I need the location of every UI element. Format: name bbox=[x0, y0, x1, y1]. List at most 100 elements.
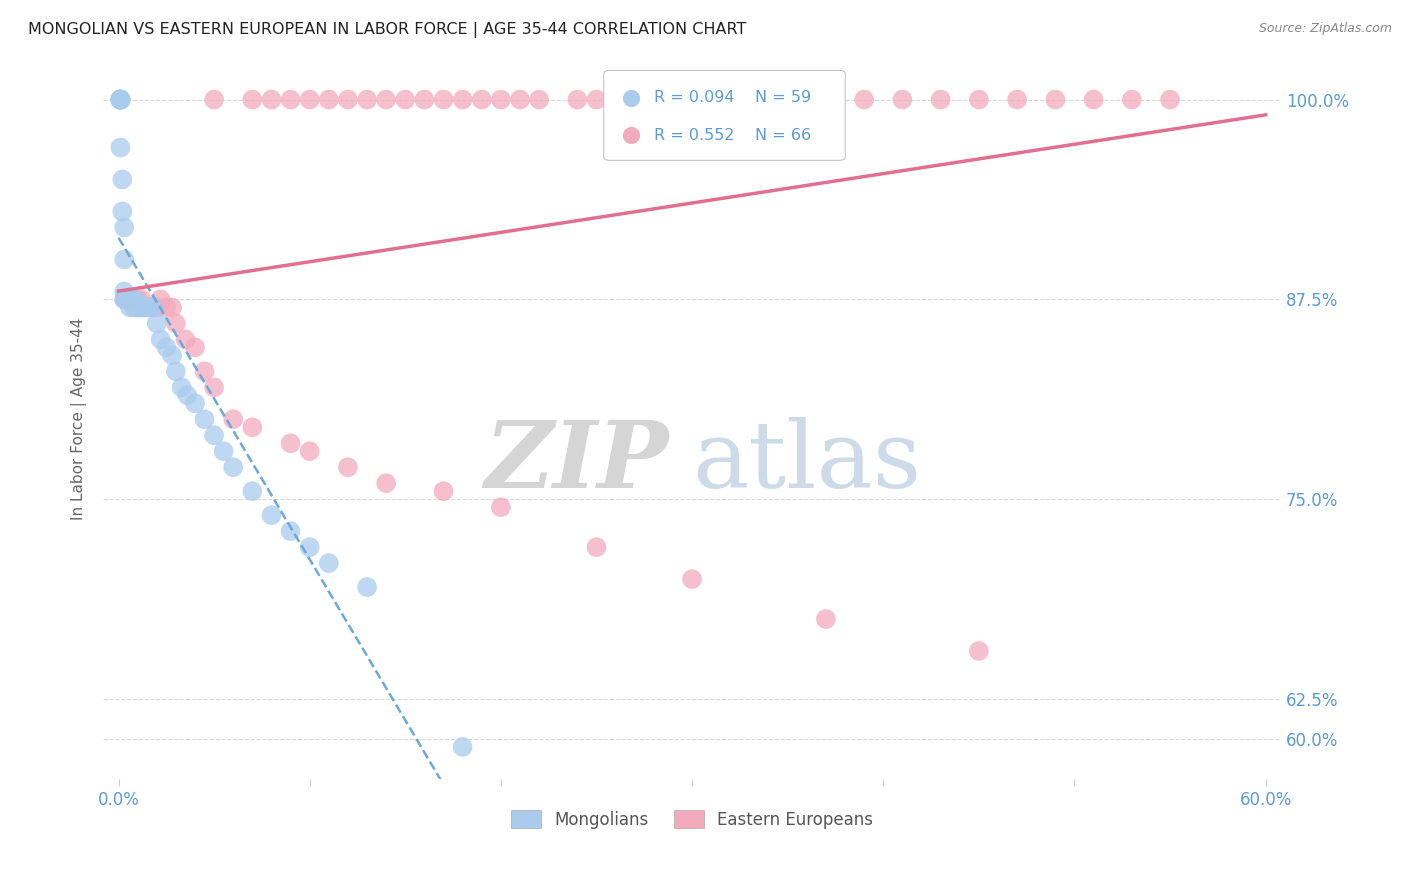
Point bbox=[110, 93, 132, 107]
Point bbox=[112, 220, 135, 235]
Point bbox=[489, 500, 512, 515]
Point bbox=[136, 301, 159, 315]
Point bbox=[112, 293, 135, 307]
Point bbox=[298, 540, 321, 554]
Point bbox=[121, 293, 143, 307]
Point bbox=[125, 301, 148, 315]
Text: atlas: atlas bbox=[692, 417, 921, 508]
Point bbox=[451, 739, 474, 754]
Point bbox=[260, 508, 283, 523]
Point bbox=[336, 93, 359, 107]
Text: R = 0.552    N = 66: R = 0.552 N = 66 bbox=[654, 128, 811, 143]
Text: R = 0.094    N = 59: R = 0.094 N = 59 bbox=[654, 90, 811, 105]
Point bbox=[260, 93, 283, 107]
Point bbox=[280, 436, 302, 450]
Point bbox=[160, 301, 183, 315]
Point bbox=[222, 460, 245, 475]
Point bbox=[155, 301, 177, 315]
Point bbox=[929, 93, 952, 107]
Point bbox=[814, 612, 837, 626]
Point bbox=[112, 293, 135, 307]
Text: ZIP: ZIP bbox=[484, 417, 668, 508]
Point bbox=[1083, 93, 1105, 107]
Point bbox=[1005, 93, 1028, 107]
FancyBboxPatch shape bbox=[603, 70, 845, 161]
Point bbox=[134, 301, 156, 315]
Point bbox=[738, 93, 761, 107]
Point bbox=[432, 484, 454, 499]
Point bbox=[165, 364, 187, 378]
Point bbox=[700, 93, 723, 107]
Point bbox=[115, 293, 138, 307]
Point bbox=[112, 285, 135, 299]
Point bbox=[1121, 93, 1143, 107]
Point bbox=[111, 172, 134, 186]
Point bbox=[509, 93, 531, 107]
Point bbox=[110, 93, 132, 107]
Point bbox=[193, 412, 215, 426]
Point bbox=[127, 301, 149, 315]
Point bbox=[527, 93, 550, 107]
Point bbox=[298, 444, 321, 458]
Point bbox=[375, 93, 398, 107]
Point bbox=[432, 93, 454, 107]
Point bbox=[967, 644, 990, 658]
Point bbox=[681, 572, 703, 586]
Point bbox=[132, 301, 155, 315]
Point bbox=[149, 332, 172, 346]
Point bbox=[122, 301, 145, 315]
Point bbox=[128, 301, 150, 315]
Text: MONGOLIAN VS EASTERN EUROPEAN IN LABOR FORCE | AGE 35-44 CORRELATION CHART: MONGOLIAN VS EASTERN EUROPEAN IN LABOR F… bbox=[28, 22, 747, 38]
Point bbox=[585, 93, 607, 107]
Point bbox=[115, 293, 138, 307]
Point bbox=[184, 396, 207, 410]
Point bbox=[356, 93, 378, 107]
Point bbox=[176, 388, 198, 402]
Point bbox=[298, 93, 321, 107]
Point bbox=[356, 580, 378, 594]
Point bbox=[117, 293, 139, 307]
Point bbox=[110, 140, 132, 154]
Point bbox=[111, 204, 134, 219]
Point bbox=[1045, 93, 1067, 107]
Point bbox=[174, 332, 197, 346]
Point bbox=[110, 93, 132, 107]
Point bbox=[136, 301, 159, 315]
Point bbox=[131, 301, 153, 315]
Point bbox=[138, 301, 160, 315]
Point bbox=[110, 93, 132, 107]
Point bbox=[489, 93, 512, 107]
Point bbox=[413, 93, 436, 107]
Point bbox=[336, 460, 359, 475]
Point bbox=[121, 293, 143, 307]
Point bbox=[202, 93, 225, 107]
Point bbox=[118, 293, 141, 307]
Point bbox=[117, 293, 139, 307]
Point bbox=[125, 293, 148, 307]
Point bbox=[115, 293, 138, 307]
Point bbox=[212, 444, 235, 458]
Point bbox=[117, 293, 139, 307]
Point bbox=[567, 93, 589, 107]
Point bbox=[202, 428, 225, 442]
Point bbox=[202, 380, 225, 394]
Point bbox=[118, 293, 141, 307]
Point bbox=[160, 348, 183, 362]
Point bbox=[149, 293, 172, 307]
Point bbox=[145, 301, 167, 315]
Point bbox=[240, 420, 263, 434]
Point bbox=[280, 93, 302, 107]
Point bbox=[118, 301, 141, 315]
Point bbox=[115, 293, 138, 307]
Point bbox=[110, 93, 132, 107]
Point bbox=[125, 301, 148, 315]
Point bbox=[110, 93, 132, 107]
Point bbox=[394, 93, 416, 107]
Point bbox=[1159, 93, 1181, 107]
Point bbox=[240, 93, 263, 107]
Point bbox=[115, 293, 138, 307]
Point bbox=[122, 293, 145, 307]
Point bbox=[112, 252, 135, 267]
Legend: Mongolians, Eastern Europeans: Mongolians, Eastern Europeans bbox=[505, 804, 880, 835]
Point bbox=[318, 93, 340, 107]
